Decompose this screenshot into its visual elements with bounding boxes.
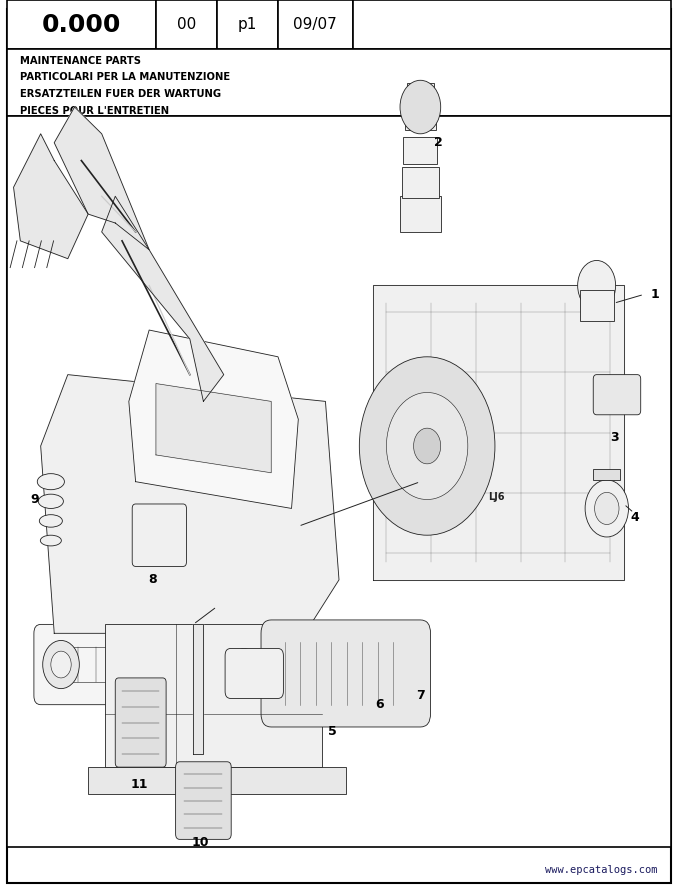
Bar (580, 290, 614, 321)
Ellipse shape (37, 474, 64, 490)
Text: 6: 6 (376, 698, 384, 711)
Text: 5: 5 (328, 725, 336, 738)
Text: 1: 1 (651, 288, 660, 301)
FancyBboxPatch shape (176, 762, 231, 839)
Ellipse shape (38, 494, 64, 508)
Polygon shape (41, 375, 339, 633)
Polygon shape (156, 384, 271, 473)
Bar (156, 0, 217, 49)
Bar (353, 0, 671, 49)
Ellipse shape (39, 515, 62, 527)
Circle shape (578, 260, 616, 310)
Bar (7, 49, 671, 116)
Text: 4: 4 (631, 511, 639, 524)
Text: PIECES POUR L'ENTRETIEN: PIECES POUR L'ENTRETIEN (20, 106, 170, 116)
Text: PARTICOLARI PER LA MANUTENZIONE: PARTICOLARI PER LA MANUTENZIONE (20, 72, 231, 82)
Circle shape (585, 480, 629, 537)
Text: 2: 2 (434, 136, 443, 149)
FancyBboxPatch shape (132, 504, 186, 566)
Polygon shape (373, 285, 624, 580)
Text: 9: 9 (31, 493, 39, 506)
Bar (7, 0, 156, 49)
Circle shape (232, 648, 256, 681)
Text: 10: 10 (191, 837, 209, 849)
Bar (61, 647, 251, 682)
Bar (278, 0, 353, 49)
Circle shape (51, 651, 71, 678)
Polygon shape (14, 134, 88, 259)
Circle shape (414, 428, 441, 464)
Circle shape (400, 80, 441, 134)
FancyBboxPatch shape (115, 678, 166, 767)
Circle shape (595, 492, 619, 524)
Circle shape (386, 392, 468, 500)
Bar (401, 167, 439, 198)
FancyBboxPatch shape (261, 620, 431, 727)
Bar (217, 0, 278, 49)
Bar (400, 196, 441, 232)
Circle shape (359, 357, 495, 535)
Polygon shape (129, 330, 298, 508)
Text: 8: 8 (148, 574, 157, 586)
Bar (407, 83, 434, 96)
Text: 09/07: 09/07 (294, 17, 337, 32)
Bar (403, 137, 437, 164)
FancyBboxPatch shape (34, 624, 278, 705)
Text: p1: p1 (238, 17, 257, 32)
Text: 11: 11 (130, 779, 148, 791)
Bar (105, 624, 322, 767)
Text: MAINTENANCE PARTS: MAINTENANCE PARTS (20, 56, 141, 66)
Bar (88, 767, 346, 794)
Text: 7: 7 (416, 690, 424, 702)
FancyBboxPatch shape (593, 375, 641, 415)
Polygon shape (54, 107, 149, 250)
Polygon shape (102, 196, 224, 401)
FancyBboxPatch shape (225, 648, 283, 698)
Circle shape (222, 636, 266, 693)
Bar (7, 116, 671, 847)
Text: www.epcatalogs.com: www.epcatalogs.com (545, 864, 658, 875)
Text: ERSATZTEILEN FUER DER WARTUNG: ERSATZTEILEN FUER DER WARTUNG (20, 89, 222, 99)
Text: 3: 3 (610, 431, 619, 443)
Bar (593, 469, 620, 480)
Circle shape (43, 640, 79, 689)
Text: 0.000: 0.000 (41, 12, 121, 37)
Text: LJ6: LJ6 (488, 491, 504, 501)
Polygon shape (193, 624, 203, 754)
Text: 00: 00 (177, 17, 196, 32)
Ellipse shape (41, 535, 61, 546)
Bar (405, 108, 436, 130)
